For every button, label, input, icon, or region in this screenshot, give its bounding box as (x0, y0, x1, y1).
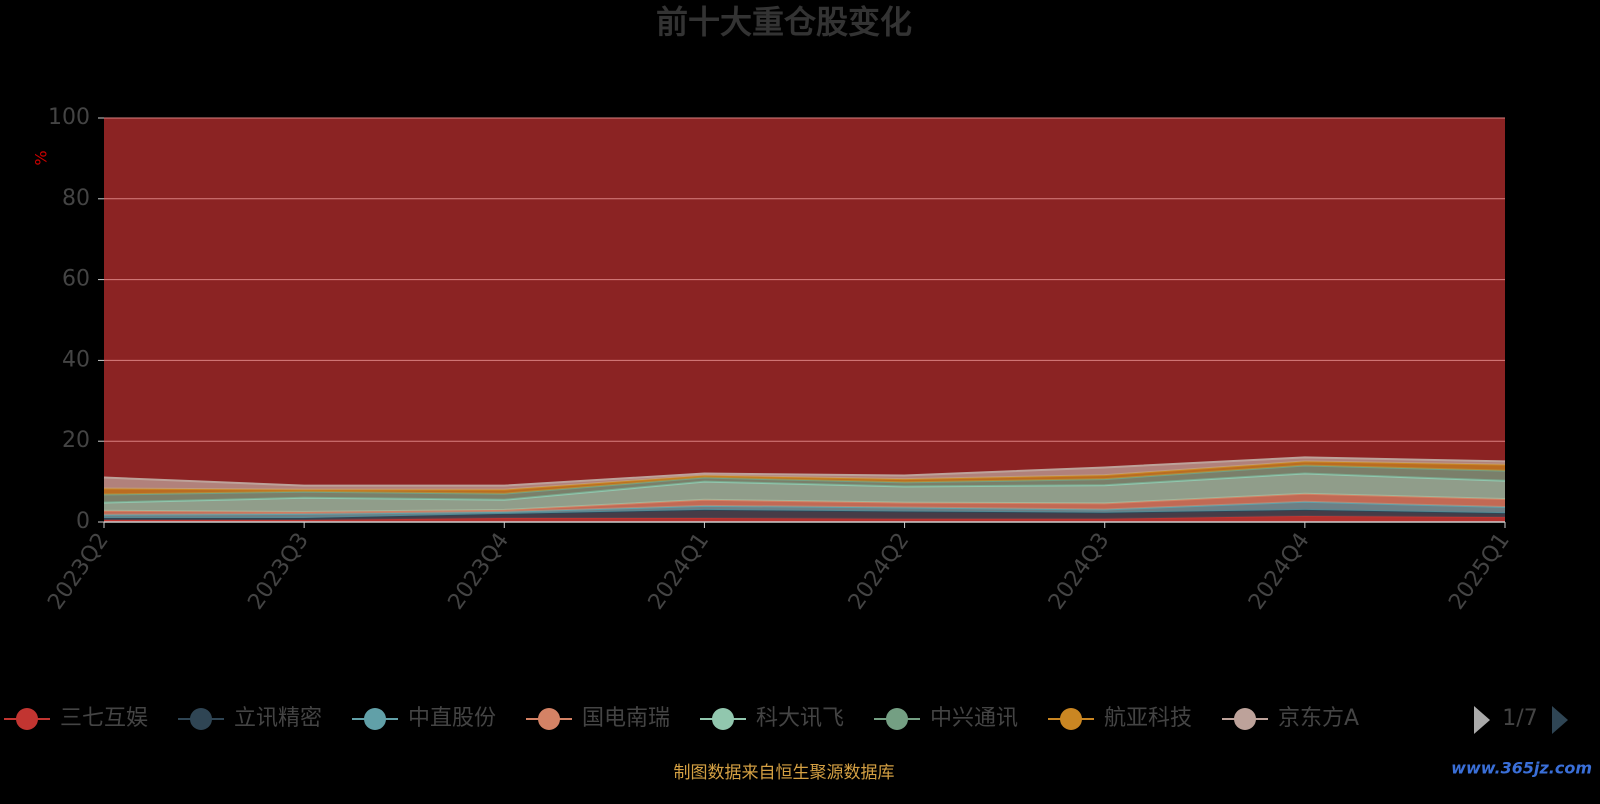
legend-marker (1234, 708, 1256, 730)
y-tick-label: 20 (62, 428, 90, 453)
legend-marker (538, 708, 560, 730)
legend-label: 三七互娱 (60, 706, 148, 731)
x-tick-label: 2024Q3 (1044, 529, 1115, 615)
x-tick-label: 2023Q4 (444, 529, 515, 615)
area (104, 501, 1505, 518)
y-tick-label: 40 (62, 347, 90, 372)
chart-title: 前十大重仓股变化 (656, 3, 912, 41)
y-tick-label: 60 (62, 267, 90, 292)
legend-label: 国电南瑞 (582, 706, 670, 731)
legend-prev[interactable] (1474, 706, 1490, 734)
legend-item[interactable]: 立讯精密 (178, 706, 322, 731)
plot-background (104, 118, 1505, 522)
legend-item[interactable]: 中直股份 (352, 706, 496, 731)
y-tick-label: 80 (62, 186, 90, 211)
legend-item[interactable]: 三七互娱 (4, 706, 148, 731)
watermark: www.365jz.com (1451, 759, 1592, 778)
x-tick-label: 2024Q1 (644, 529, 715, 615)
legend-label: 中直股份 (408, 706, 496, 731)
legend-marker (190, 708, 212, 730)
y-axis-label: % (32, 150, 51, 165)
x-tick-label: 2023Q2 (43, 529, 114, 615)
x-tick-label: 2024Q2 (844, 529, 915, 615)
y-tick-label: 0 (76, 509, 90, 534)
legend-marker (364, 708, 386, 730)
x-tick-label: 2023Q3 (243, 529, 314, 615)
area (104, 493, 1505, 515)
x-tick-label: 2024Q4 (1244, 529, 1315, 615)
x-tick-label: 2025Q1 (1444, 529, 1515, 615)
line (103, 456, 1506, 487)
legend-marker (886, 708, 908, 730)
legend-page: 1/7 (1502, 706, 1537, 731)
legend-label: 京东方A (1278, 706, 1359, 731)
legend-next[interactable] (1552, 706, 1568, 734)
legend-marker (712, 708, 734, 730)
line (103, 464, 1506, 496)
legend-marker (1060, 708, 1082, 730)
legend-item[interactable]: 科大讯飞 (700, 706, 844, 731)
legend-item[interactable]: 中兴通讯 (874, 706, 1018, 731)
y-tick-label: 100 (48, 105, 90, 130)
legend-marker (16, 708, 38, 730)
legend-label: 科大讯飞 (756, 706, 844, 731)
legend-item[interactable]: 国电南瑞 (526, 706, 670, 731)
legend-label: 立讯精密 (234, 706, 322, 731)
legend-item[interactable]: 航亚科技 (1048, 706, 1192, 731)
source-note: 制图数据来自恒生聚源数据库 (674, 763, 895, 783)
legend-item[interactable]: 京东方A (1222, 706, 1359, 731)
legend-label: 航亚科技 (1104, 706, 1192, 731)
legend-label: 中兴通讯 (930, 706, 1018, 731)
